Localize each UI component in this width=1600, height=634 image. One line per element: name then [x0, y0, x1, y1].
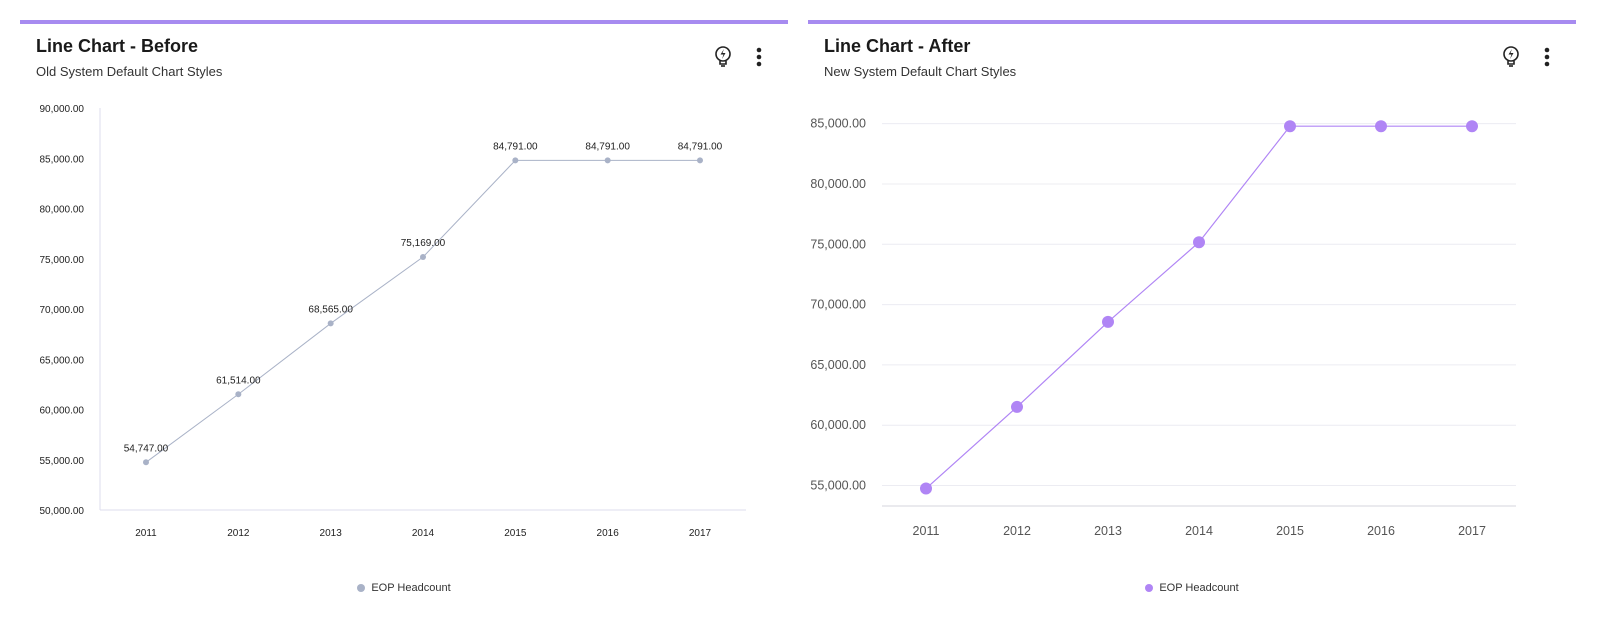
y-tick-label: 85,000.00 [810, 117, 866, 131]
data-point [327, 320, 334, 327]
line-chart-after: 55,000.00 60,000.00 65,000.00 70,000.00 75,0… [810, 117, 1516, 538]
data-point [604, 157, 611, 164]
data-point [1466, 120, 1478, 133]
legend-marker-icon [357, 584, 366, 592]
legend-marker-icon [1145, 584, 1154, 592]
x-tick-label: 2013 [320, 528, 343, 539]
x-tick-label: 2017 [1458, 524, 1486, 538]
chart-legend[interactable]: EOP Headcount [20, 582, 788, 594]
x-tick-label: 2014 [412, 528, 435, 539]
card-actions [1502, 46, 1556, 68]
y-tick-label: 80,000.00 [810, 177, 866, 191]
data-label: 84,791.00 [678, 141, 723, 152]
legend-label: EOP Headcount [1159, 582, 1239, 594]
x-tick-label: 2016 [597, 528, 620, 539]
y-tick-label: 65,000.00 [40, 355, 85, 366]
data-point [1011, 400, 1023, 413]
chart-title: Line Chart - Before [36, 36, 199, 56]
more-vertical-icon[interactable] [1538, 46, 1556, 68]
data-label: 54,747.00 [124, 443, 169, 454]
chart-subtitle: New System Default Chart Styles [824, 64, 1017, 79]
y-tick-label: 50,000.00 [40, 506, 85, 517]
data-point [420, 254, 426, 261]
data-label: 84,791.00 [493, 141, 538, 152]
y-tick-label: 60,000.00 [40, 406, 85, 417]
x-tick-label: 2016 [1367, 524, 1395, 538]
chart-card-after: Line Chart - After New System Default Ch… [808, 20, 1576, 620]
y-tick-label: 60,000.00 [810, 418, 866, 432]
y-tick-label: 55,000.00 [810, 478, 866, 492]
data-point [143, 459, 149, 466]
y-tick-label: 75,000.00 [40, 255, 85, 266]
data-point [920, 482, 932, 495]
x-tick-label: 2012 [1003, 524, 1031, 538]
y-tick-label: 90,000.00 [40, 104, 85, 115]
data-point [1102, 315, 1114, 328]
series-line [145, 159, 700, 463]
chart-legend[interactable]: EOP Headcount [808, 582, 1576, 594]
data-point [235, 391, 242, 398]
data-label: 61,514.00 [216, 375, 261, 386]
x-tick-label: 2013 [1094, 524, 1122, 538]
series-line [925, 125, 1472, 489]
line-chart-before: 50,000.00 55,000.00 60,000.00 65,000.00 70,0… [40, 104, 746, 539]
y-tick-label: 70,000.00 [810, 298, 866, 312]
y-tick-label: 55,000.00 [40, 456, 85, 467]
legend-label: EOP Headcount [371, 582, 451, 594]
x-tick-label: 2014 [1185, 524, 1213, 538]
x-tick-label: 2017 [689, 528, 712, 539]
y-tick-label: 85,000.00 [40, 154, 85, 165]
lightbulb-icon[interactable] [714, 46, 732, 68]
x-tick-label: 2015 [1276, 524, 1304, 538]
y-tick-label: 70,000.00 [40, 305, 85, 316]
x-tick-label: 2011 [913, 524, 940, 538]
more-vertical-icon[interactable] [750, 46, 768, 68]
data-point [1193, 236, 1205, 249]
x-tick-label: 2011 [135, 528, 157, 539]
data-point [1284, 120, 1296, 133]
data-label: 84,791.00 [585, 141, 630, 152]
y-tick-label: 75,000.00 [810, 237, 866, 251]
data-label: 75,169.00 [401, 238, 446, 249]
chart-title: Line Chart - After [824, 36, 971, 56]
data-point [697, 157, 703, 164]
x-tick-label: 2012 [227, 528, 250, 539]
data-point [1375, 120, 1387, 133]
chart-card-before: Line Chart - Before Old System Default C… [20, 20, 788, 620]
y-tick-label: 80,000.00 [40, 205, 85, 216]
y-tick-label: 65,000.00 [810, 358, 866, 372]
lightbulb-icon[interactable] [1502, 46, 1520, 68]
card-actions [714, 46, 768, 68]
chart-subtitle: Old System Default Chart Styles [36, 64, 223, 79]
data-label: 68,565.00 [308, 304, 353, 315]
x-tick-label: 2015 [504, 528, 527, 539]
data-point [512, 157, 519, 164]
